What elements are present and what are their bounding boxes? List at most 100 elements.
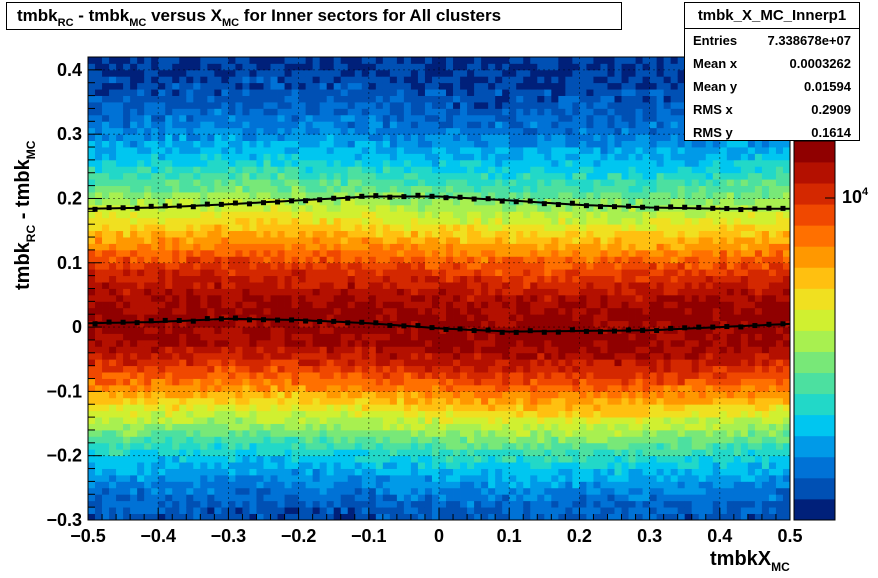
heatmap-cell <box>439 507 447 514</box>
heatmap-cell <box>123 372 131 379</box>
heatmap-cell <box>130 449 138 457</box>
heatmap-cell <box>249 378 257 386</box>
heatmap-cell <box>235 494 243 502</box>
heatmap-cell <box>439 474 447 482</box>
heatmap-cell <box>109 217 117 225</box>
heatmap-cell <box>396 384 405 392</box>
heatmap-cell <box>523 481 531 489</box>
heatmap-cell <box>488 339 496 347</box>
heatmap-cell <box>537 333 545 341</box>
heatmap-cell <box>382 185 391 193</box>
heatmap-cell <box>312 333 321 341</box>
heatmap-cell <box>116 513 124 521</box>
heatmap-cell <box>403 359 412 367</box>
heatmap-cell <box>326 198 335 206</box>
heatmap-cell <box>158 487 166 495</box>
heatmap-cell <box>200 372 208 379</box>
heatmap-cell <box>214 365 222 373</box>
heatmap-cell <box>235 294 243 302</box>
heatmap-cell <box>509 89 517 96</box>
heatmap-cell <box>431 494 440 502</box>
heatmap-cell <box>242 114 250 122</box>
heatmap-cell <box>137 76 145 84</box>
heatmap-cell <box>516 108 524 116</box>
heatmap-cell <box>354 82 363 90</box>
heatmap-cell <box>453 507 461 514</box>
heatmap-cell <box>151 69 159 77</box>
heatmap-cell <box>144 327 152 334</box>
heatmap-cell <box>109 384 117 392</box>
heatmap-cell <box>516 282 524 289</box>
heatmap-cell <box>544 69 552 77</box>
heatmap-cell <box>516 417 524 424</box>
heatmap-cell <box>495 63 503 71</box>
heatmap-cell <box>179 275 187 283</box>
heatmap-cell <box>319 172 328 180</box>
heatmap-cell <box>439 397 447 405</box>
heatmap-cell <box>460 307 468 315</box>
heatmap-cell <box>291 256 299 264</box>
heatmap-cell <box>375 307 384 315</box>
heatmap-cell <box>263 314 271 322</box>
heatmap-cell <box>495 275 503 283</box>
heatmap-cell <box>523 442 531 450</box>
heatmap-cell <box>467 237 475 244</box>
heatmap-cell <box>354 462 363 469</box>
heatmap-cell <box>193 346 201 354</box>
heatmap-cell <box>551 359 559 367</box>
heatmap-cell <box>102 262 110 270</box>
heatmap-cell <box>460 102 468 109</box>
heatmap-cell <box>523 102 531 109</box>
heatmap-cell <box>270 301 278 309</box>
heatmap-cell <box>347 307 356 315</box>
heatmap-cell <box>495 269 503 277</box>
heatmap-cell <box>214 314 222 322</box>
heatmap-cell <box>228 359 236 367</box>
heatmap-cell <box>263 481 271 489</box>
heatmap-cell <box>235 108 243 116</box>
heatmap-cell <box>375 237 384 244</box>
heatmap-cell <box>516 262 524 270</box>
heatmap-cell <box>102 185 110 193</box>
heatmap-cell <box>354 282 363 289</box>
heatmap-cell <box>481 513 489 521</box>
heatmap-cell <box>382 294 391 302</box>
heatmap-cell <box>509 429 517 437</box>
heatmap-cell <box>340 429 349 437</box>
heatmap-cell <box>312 63 321 71</box>
heatmap-cell <box>249 288 257 296</box>
heatmap-cell <box>179 82 187 90</box>
heatmap-cell <box>488 237 496 244</box>
heatmap-cell <box>158 76 166 84</box>
heatmap-cell <box>95 487 103 495</box>
heatmap-cell <box>319 384 328 392</box>
heatmap-cell <box>551 224 559 232</box>
heatmap-cell <box>558 282 566 289</box>
heatmap-cell <box>179 378 187 386</box>
heatmap-cell <box>396 327 405 334</box>
heatmap-cell <box>186 494 194 502</box>
heatmap-cell <box>102 436 110 444</box>
heatmap-cell <box>431 102 440 109</box>
heatmap-cell <box>389 468 398 476</box>
heatmap-cell <box>130 166 138 174</box>
heatmap-cell <box>551 63 559 71</box>
heatmap-cell <box>551 449 559 457</box>
heatmap-cell <box>305 346 314 354</box>
heatmap-cell <box>417 372 426 379</box>
heatmap-cell <box>151 108 159 116</box>
heatmap-cell <box>291 198 299 206</box>
heatmap-cell <box>214 224 222 232</box>
heatmap-cell <box>263 352 271 360</box>
heatmap-cell <box>130 429 138 437</box>
heatmap-cell <box>523 82 531 90</box>
heatmap-cell <box>516 134 524 141</box>
heatmap-cell <box>144 108 152 116</box>
heatmap-cell <box>228 179 236 187</box>
heatmap-cell <box>172 346 180 354</box>
heatmap-cell <box>235 127 243 135</box>
heatmap-cell <box>382 95 391 103</box>
heatmap-cell <box>130 108 138 116</box>
heatmap-cell <box>144 172 152 180</box>
heatmap-cell <box>256 172 264 180</box>
